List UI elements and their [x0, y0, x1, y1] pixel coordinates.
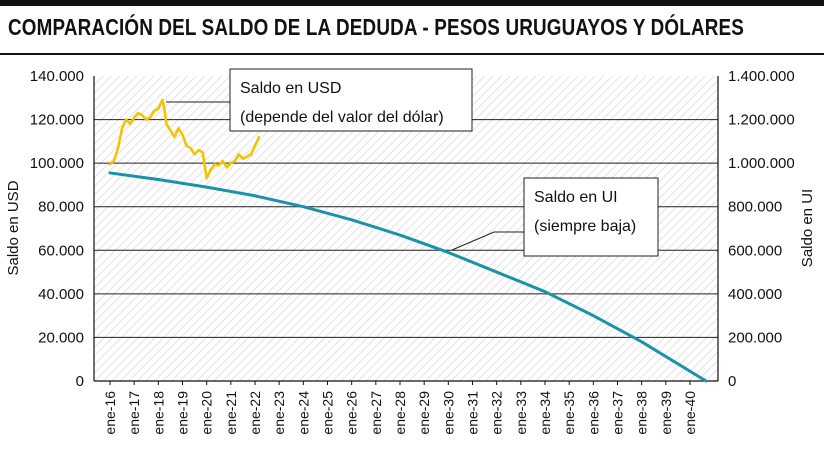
x-tick-label: ene-16 — [102, 391, 118, 435]
y-tick-label: 40.000 — [38, 286, 84, 303]
x-tick-label: ene-29 — [416, 391, 432, 435]
x-tick-label: ene-20 — [199, 391, 215, 435]
annotations: Saldo en USD (depende del valor del dólar… — [166, 68, 659, 257]
y2-tick-label: 0 — [728, 373, 736, 390]
axes — [93, 76, 719, 382]
y-tick-label: 60.000 — [38, 242, 84, 259]
x-tick-label: ene-19 — [175, 391, 191, 435]
x-tick-label: ene-28 — [392, 391, 408, 435]
y2-axis-label: Saldo en UI — [799, 189, 816, 267]
x-tick-label: ene-21 — [223, 391, 239, 435]
ui-callout-text: Saldo en UI — [534, 189, 618, 206]
x-tick-label: ene-33 — [513, 391, 529, 435]
x-tick-label: ene-40 — [682, 391, 698, 435]
x-tick-label: ene-25 — [320, 391, 336, 435]
left-axis-ticks: 0 20.000 40.000 60.000 80.000 100.000 120.000 1… — [30, 68, 84, 390]
x-tick-label: ene-39 — [658, 391, 674, 435]
x-tick-label: ene-26 — [344, 391, 360, 435]
x-tick-label: ene-32 — [489, 391, 505, 435]
x-tick-label: ene-23 — [271, 391, 287, 435]
y-tick-label: 0 — [76, 373, 84, 390]
usd-callout-text: (depende del valor del dólar) — [240, 109, 444, 126]
title-rule — [0, 53, 824, 55]
series-line-usd — [108, 98, 261, 180]
top-bar — [0, 0, 824, 6]
x-tick-label: ene-24 — [295, 391, 311, 435]
x-tick-label: ene-38 — [634, 391, 650, 435]
x-tick-label: ene-37 — [610, 391, 626, 435]
y2-tick-label: 800.000 — [728, 199, 782, 216]
x-tick-label: ene-34 — [537, 391, 553, 435]
ui-callout-leader — [451, 231, 524, 251]
right-axis-ticks: 0 200.000 400.000 600.000 800.000 1.000.000 1.… — [728, 68, 795, 390]
y-tick-label: 100.000 — [30, 155, 84, 172]
x-tick-label: ene-27 — [368, 391, 384, 435]
x-tick-label: ene-31 — [465, 391, 481, 435]
x-tick-label: ene-36 — [585, 391, 601, 435]
y2-tick-label: 600.000 — [728, 242, 782, 259]
x-tick-label: ene-17 — [126, 391, 142, 435]
y2-tick-label: 400.000 — [728, 286, 782, 303]
x-tick-label: ene-18 — [150, 391, 166, 435]
series-line-ui — [108, 171, 708, 383]
usd-callout-text: Saldo en USD — [240, 80, 341, 97]
chart-title: COMPARACIÓN DEL SALDO DE LA DEDUDA - PES… — [8, 14, 745, 40]
x-tick-label: ene-30 — [440, 391, 456, 435]
ui-callout-text: (siempre baja) — [534, 218, 636, 235]
usd-callout-box — [229, 68, 473, 132]
y-tick-label: 120.000 — [30, 112, 84, 129]
y2-tick-label: 200.000 — [728, 329, 782, 346]
series-lines — [108, 98, 708, 383]
ui-callout-box — [523, 177, 659, 257]
y2-tick-label: 1.200.000 — [728, 112, 795, 129]
y-tick-label: 20.000 — [38, 329, 84, 346]
x-tick-label: ene-22 — [247, 391, 263, 435]
y-tick-label: 80.000 — [38, 199, 84, 216]
x-tick-label: ene-35 — [561, 391, 577, 435]
y2-tick-label: 1.400.000 — [728, 68, 795, 85]
y2-tick-label: 1.000.000 — [728, 155, 795, 172]
x-axis-ticks: ene-16 ene-17 ene-18 ene-19 ene-20 ene-21 ene-… — [102, 381, 698, 435]
y-axis-label: Saldo en USD — [5, 180, 22, 275]
y-tick-label: 140.000 — [30, 68, 84, 85]
